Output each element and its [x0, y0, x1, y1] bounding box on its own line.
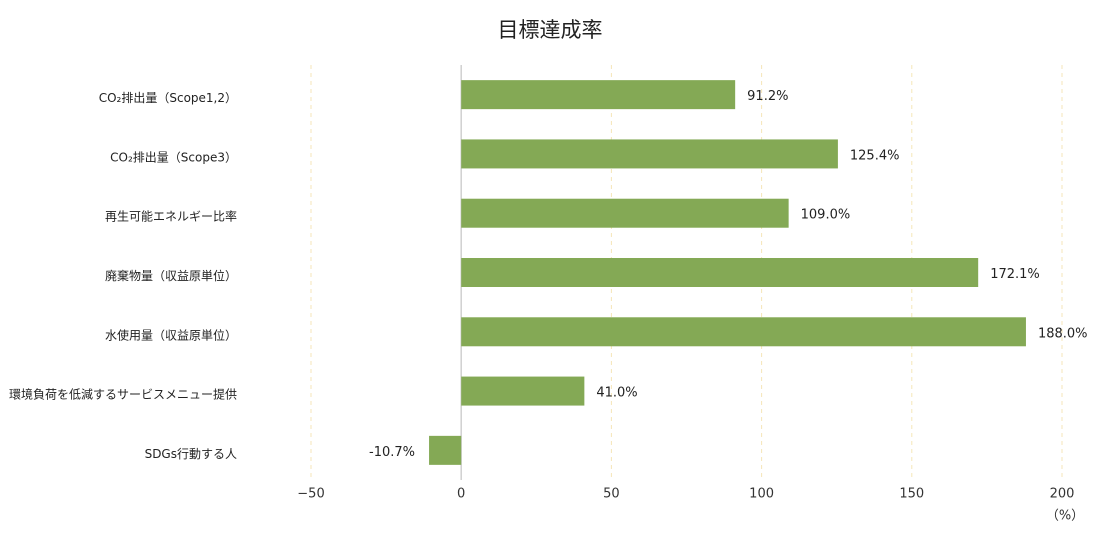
x-tick-label: 0 — [457, 487, 465, 502]
bar — [429, 435, 462, 465]
x-tick-label: 150 — [899, 487, 924, 502]
x-axis-label: （%） — [1046, 509, 1084, 524]
y-tick-label: SDGs行動する人 — [145, 447, 237, 461]
bar — [461, 80, 736, 110]
bar — [461, 376, 585, 406]
value-label: 41.0% — [596, 386, 637, 401]
y-tick-label: 廃棄物量（収益原単位） — [105, 268, 237, 283]
bar — [461, 139, 838, 169]
value-label: -10.7% — [369, 445, 415, 460]
x-tick-label: 50 — [603, 487, 620, 502]
x-tick-label: 100 — [749, 487, 774, 502]
y-tick-label: CO₂排出量（Scope3） — [110, 150, 237, 164]
value-label: 91.2% — [747, 89, 788, 104]
bar — [461, 198, 789, 228]
value-label: 172.1% — [990, 267, 1040, 282]
y-tick-label: 水使用量（収益原単位） — [105, 327, 237, 342]
y-tick-label: 再生可能エネルギー比率 — [105, 209, 237, 224]
y-tick-label: 環境負荷を低減するサービスメニュー提供 — [9, 387, 237, 402]
x-tick-label: −50 — [297, 487, 324, 502]
value-label: 109.0% — [801, 208, 851, 223]
chart-title: 目標達成率 — [498, 18, 603, 42]
value-label: 188.0% — [1038, 326, 1088, 341]
bar — [461, 317, 1026, 347]
x-tick-label: 200 — [1050, 487, 1075, 502]
value-label: 125.4% — [850, 148, 900, 163]
y-tick-label: CO₂排出量（Scope1,2） — [99, 91, 237, 105]
bar — [461, 258, 979, 287]
